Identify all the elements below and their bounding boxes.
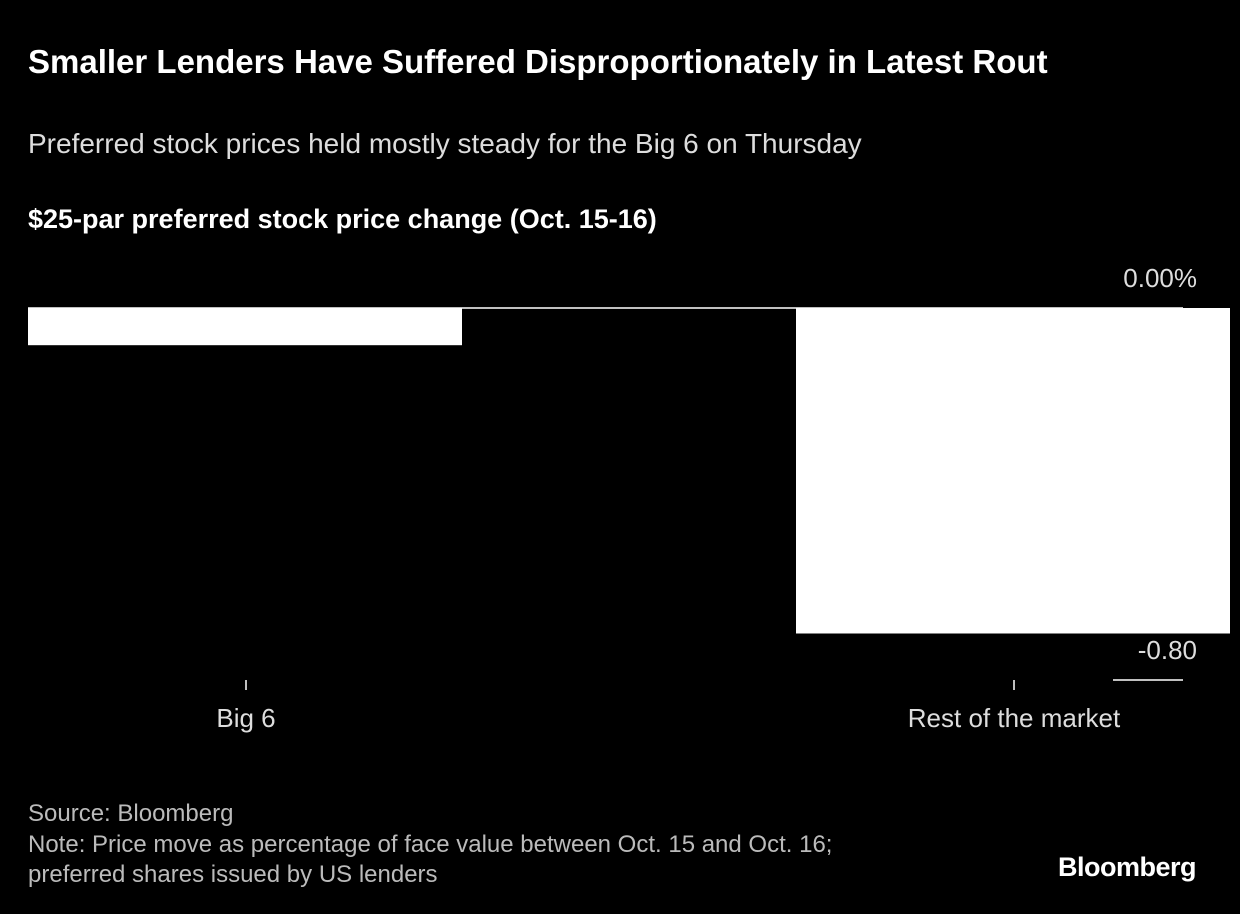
source: Source: Bloomberg	[28, 800, 234, 827]
chart-title: Smaller Lenders Have Suffered Disproport…	[28, 43, 1048, 80]
note-line: Note: Price move as percentage of face v…	[28, 831, 833, 858]
brand-logo: Bloomberg	[1058, 852, 1197, 882]
x-tick-label: Big 6	[216, 703, 275, 733]
axis-label: $25-par preferred stock price change (Oc…	[28, 204, 657, 234]
bar	[796, 308, 1230, 634]
note-line: preferred shares issued by US lenders	[28, 861, 438, 888]
x-tick-label: Rest of the market	[908, 703, 1121, 733]
bar	[28, 308, 462, 346]
y-tick-label: 0.00%	[1123, 263, 1197, 293]
y-tick-label: -0.80	[1138, 635, 1197, 665]
chart-subtitle: Preferred stock prices held mostly stead…	[28, 128, 862, 159]
